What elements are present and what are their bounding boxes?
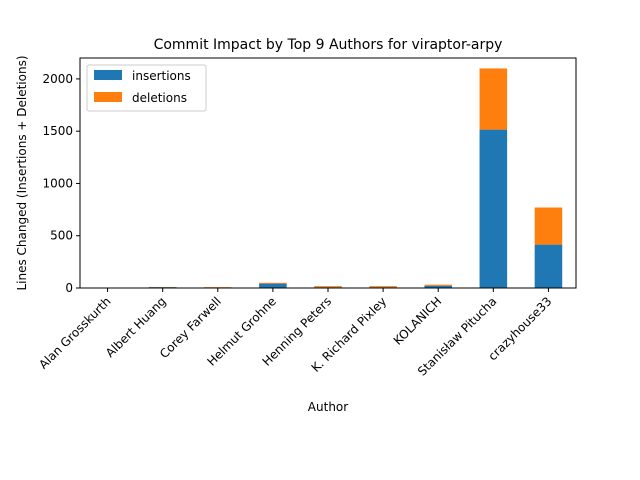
bar-deletions-k-richard-pixley xyxy=(369,286,397,288)
legend-swatch-deletions xyxy=(94,92,122,102)
x-tick-label-kolanich: KOLANICH xyxy=(391,294,445,348)
bar-deletions-crazyhouse33 xyxy=(534,207,563,245)
y-tick-label-2000: 2000 xyxy=(42,72,73,86)
y-tick-label-500: 500 xyxy=(50,229,73,243)
y-tick-label-0: 0 xyxy=(65,281,73,295)
legend-label-deletions: deletions xyxy=(132,91,187,105)
bar-deletions-stanis-aw-pitucha xyxy=(479,68,508,130)
bar-deletions-kolanich xyxy=(424,284,452,286)
chart-title: Commit Impact by Top 9 Authors for virap… xyxy=(154,37,503,53)
bars-layer xyxy=(93,68,563,288)
bar-insertions-helmut-grohne xyxy=(259,283,287,288)
bar-deletions-helmut-grohne xyxy=(259,282,287,284)
y-tick-label-1000: 1000 xyxy=(42,176,73,190)
y-axis-label: Lines Changed (Insertions + Deletions) xyxy=(15,55,29,290)
bar-insertions-crazyhouse33 xyxy=(534,244,563,288)
y-tick-label-1500: 1500 xyxy=(42,124,73,138)
legend: insertions deletions xyxy=(86,64,207,112)
x-tick-label-alan-grosskurth: Alan Grosskurth xyxy=(36,294,113,371)
bar-insertions-stanis-aw-pitucha xyxy=(479,129,508,288)
bar-deletions-corey-farwell xyxy=(204,287,232,288)
bar-deletions-henning-peters xyxy=(314,286,342,288)
x-axis-label: Author xyxy=(308,400,348,414)
bar-insertions-kolanich xyxy=(424,285,452,288)
legend-swatch-insertions xyxy=(94,70,122,80)
y-axis: 0 500 1000 1500 2000 xyxy=(42,72,80,295)
legend-label-insertions: insertions xyxy=(132,69,191,83)
